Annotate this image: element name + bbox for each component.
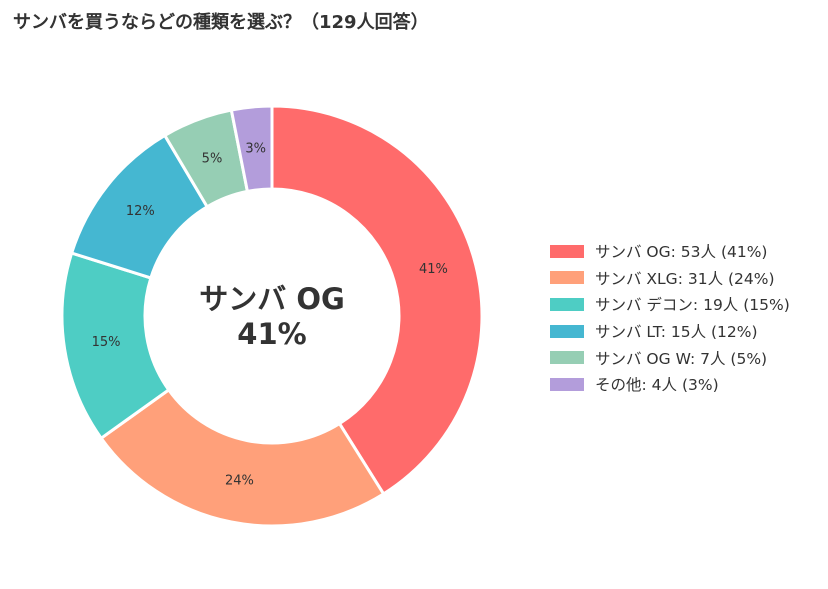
- legend-label: サンバ XLG: 31人 (24%): [595, 269, 775, 288]
- legend: サンバ OG: 53人 (41%) サンバ XLG: 31人 (24%) サンバ デ…: [550, 238, 790, 398]
- legend-swatch: [550, 351, 584, 365]
- legend-swatch: [550, 244, 584, 258]
- legend-label: サンバ OG W: 7人 (5%): [595, 349, 768, 368]
- donut-slice: [229, 104, 274, 194]
- legend-item: その他: 4人 (3%): [550, 371, 790, 398]
- legend-item: サンバ OG W: 7人 (5%): [550, 344, 790, 371]
- legend-swatch: [550, 271, 584, 285]
- slice-percent-label: 15%: [92, 335, 121, 350]
- slice-percent-label: 24%: [225, 473, 254, 488]
- legend-item: サンバ LT: 15人 (12%): [550, 318, 790, 345]
- labels-layer: 41% 24% 15% 12% 5% 3%: [92, 141, 448, 488]
- slices-layer: [60, 104, 484, 528]
- slice-percent-label: 12%: [126, 204, 155, 219]
- legend-swatch: [550, 324, 584, 338]
- legend-label: その他: 4人 (3%): [595, 376, 719, 395]
- slice-percent-label: 3%: [245, 141, 266, 156]
- legend-label: サンバ デコン: 19人 (15%): [595, 296, 790, 315]
- legend-swatch: [550, 297, 584, 311]
- legend-swatch: [550, 377, 584, 391]
- legend-item: サンバ OG: 53人 (41%): [550, 238, 790, 265]
- donut-slice: [99, 387, 386, 528]
- center-label-name: サンバ OG: [199, 282, 345, 316]
- legend-item: サンバ デコン: 19人 (15%): [550, 291, 790, 318]
- slice-percent-label: 5%: [202, 152, 223, 167]
- legend-label: サンバ OG: 53人 (41%): [595, 243, 768, 262]
- center-label-percent: 41%: [237, 317, 306, 351]
- donut-slice: [270, 104, 484, 496]
- chart-title: サンバを買うならどの種類を選ぶ？（129人回答）: [13, 12, 429, 33]
- legend-item: サンバ XLG: 31人 (24%): [550, 265, 790, 292]
- legend-label: サンバ LT: 15人 (12%): [595, 323, 758, 342]
- slice-percent-label: 41%: [419, 262, 448, 277]
